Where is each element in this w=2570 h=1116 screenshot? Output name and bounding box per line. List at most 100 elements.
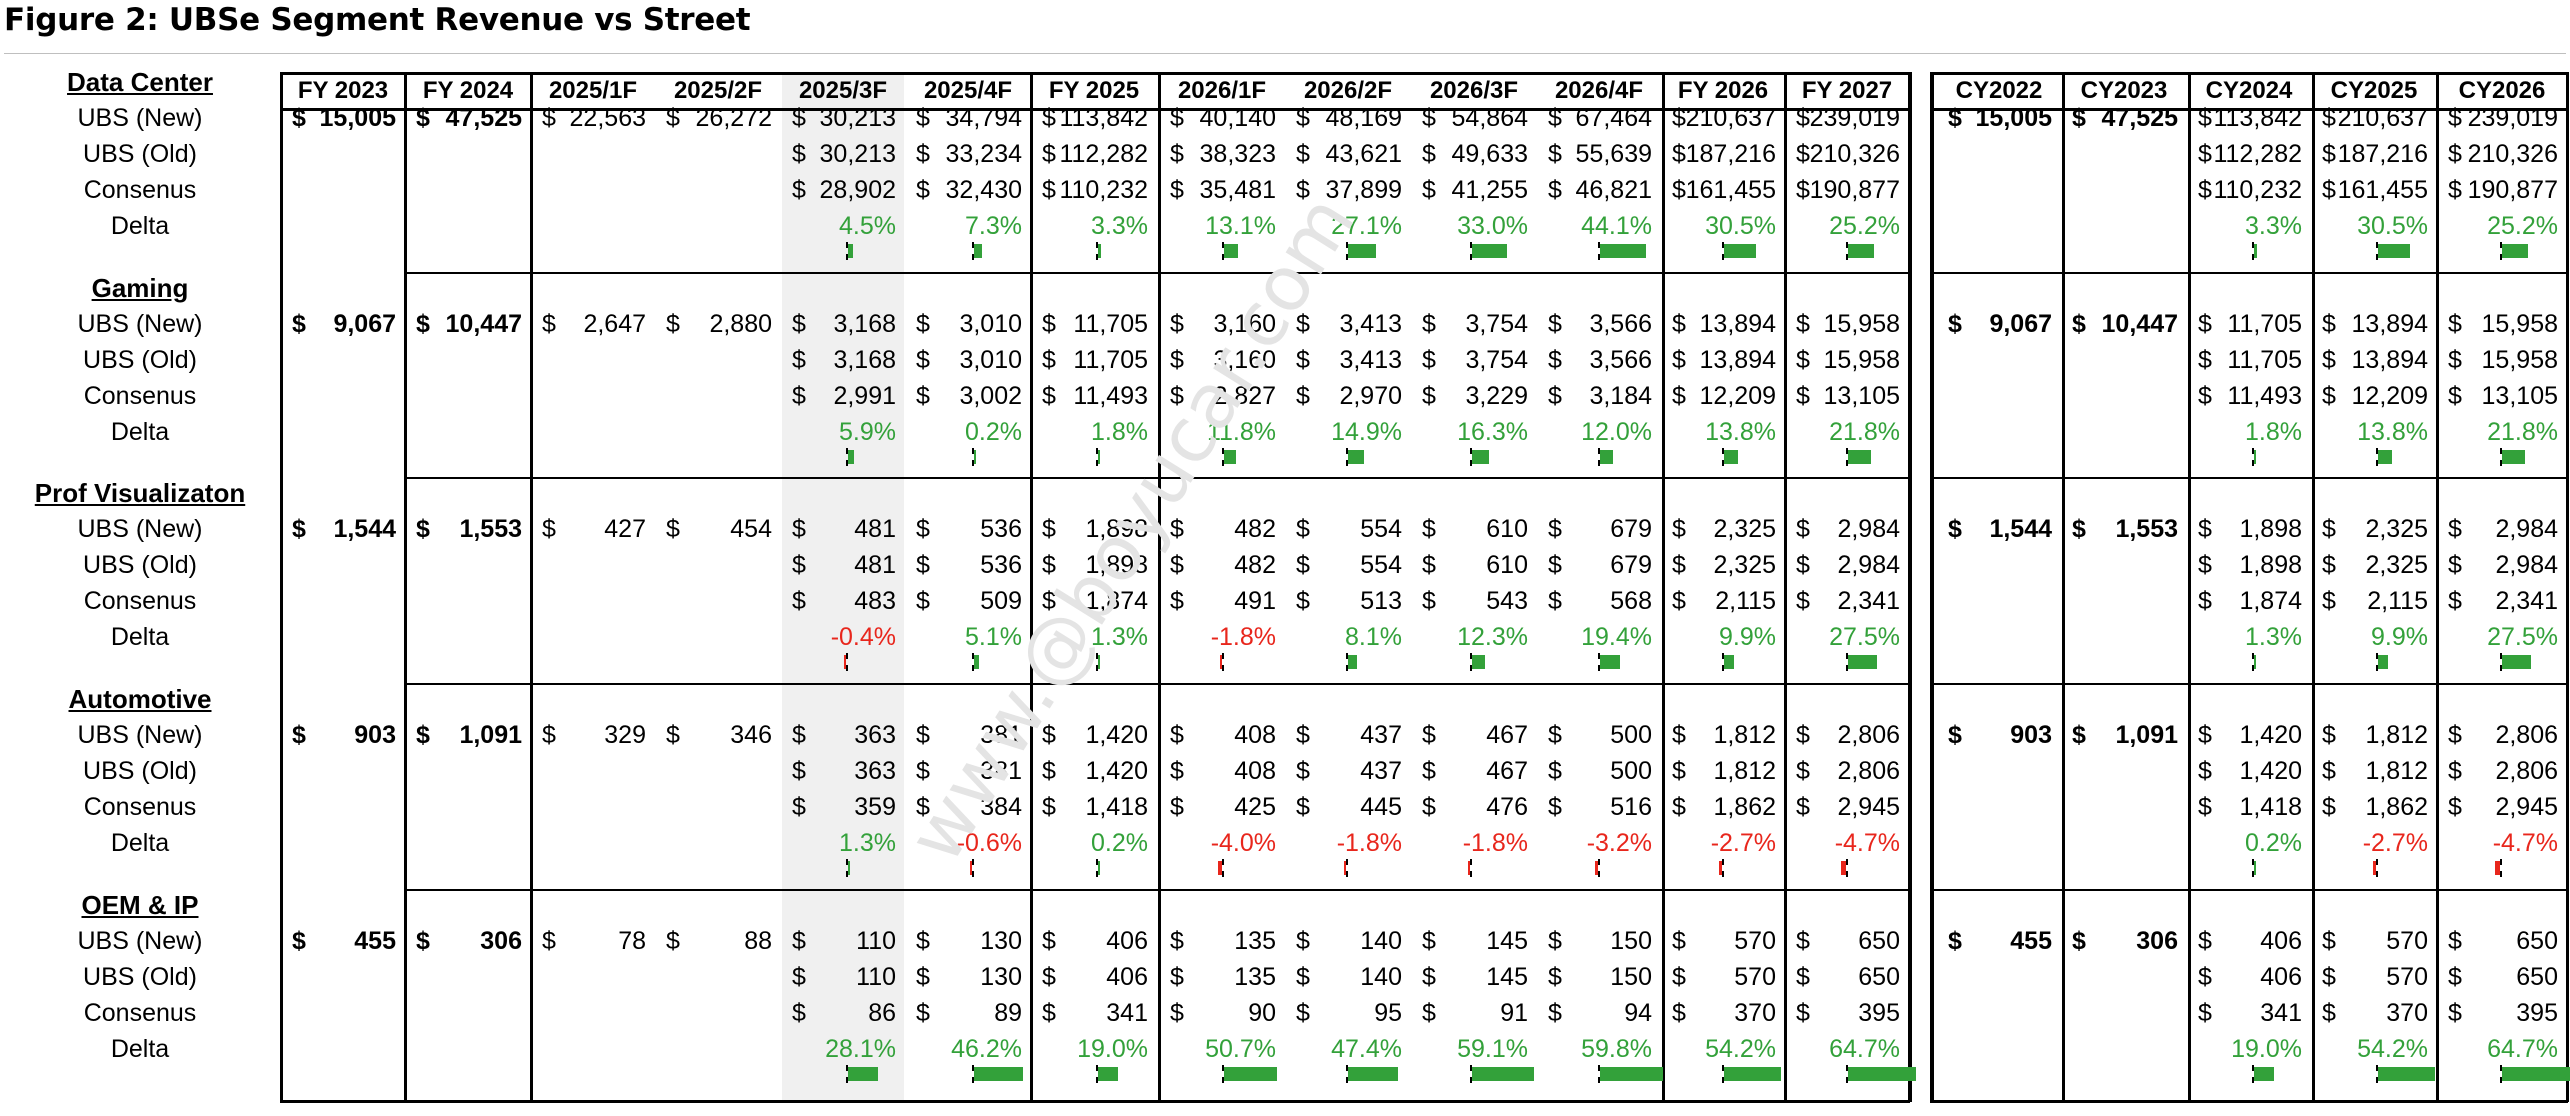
value-number: 67,464	[1575, 104, 1652, 132]
value-cell: $408	[1170, 719, 1276, 751]
value-cell: $210,326	[2448, 138, 2558, 170]
value-number: 130	[980, 963, 1022, 991]
currency-symbol: $	[2448, 382, 2462, 410]
column-rule	[2312, 72, 2315, 1102]
value-number: 2,984	[1837, 551, 1900, 579]
currency-symbol: $	[2198, 551, 2212, 579]
column-header: 2026/2F	[1303, 77, 1393, 104]
delta-bar-axis	[2252, 859, 2254, 877]
delta-bar	[2495, 861, 2500, 875]
value-number: 145	[1486, 963, 1528, 991]
delta-bar	[848, 1067, 878, 1081]
delta-bar	[2378, 1067, 2435, 1081]
value-cell: $140	[1296, 925, 1402, 957]
delta-bar-axis	[1346, 859, 1348, 877]
delta-bar	[970, 861, 972, 875]
value-number: 161,455	[2337, 176, 2428, 204]
value-number: 467	[1486, 757, 1528, 785]
segment-rule	[406, 683, 1910, 685]
value-number: 384	[980, 793, 1022, 821]
value-number: 903	[2010, 721, 2052, 749]
value-number: 406	[1106, 927, 1148, 955]
value-number: 1,420	[1085, 721, 1148, 749]
currency-symbol: $	[292, 515, 306, 543]
currency-symbol: $	[1796, 104, 1810, 132]
value-cell: $1,898	[1042, 549, 1148, 581]
currency-symbol: $	[416, 104, 430, 132]
currency-symbol: $	[1042, 382, 1056, 410]
value-number: 239,019	[2467, 104, 2558, 132]
delta-bar-axis	[2500, 448, 2502, 466]
currency-symbol: $	[2448, 721, 2462, 749]
value-number: 454	[730, 515, 772, 543]
column-header: 2026/1F	[1177, 77, 1267, 104]
segment-name: Prof Visualizaton	[34, 478, 246, 508]
value-cell: $3,566	[1548, 308, 1652, 340]
value-number: 11,493	[1073, 382, 1148, 410]
delta-bar	[1724, 450, 1739, 464]
currency-symbol: $	[1548, 140, 1562, 168]
value-cell: $363	[792, 719, 896, 751]
currency-symbol: $	[2072, 310, 2086, 338]
value-number: 28,902	[819, 176, 896, 204]
delta-value: 19.0%	[1077, 1035, 1148, 1063]
value-number: 425	[1234, 793, 1276, 821]
currency-symbol: $	[1796, 515, 1810, 543]
row-label: UBS (New)	[77, 927, 203, 955]
value-number: 110	[856, 927, 896, 955]
value-cell: $88	[666, 925, 772, 957]
delta-bar-axis	[2500, 653, 2502, 671]
value-number: 1,418	[1085, 793, 1148, 821]
currency-symbol: $	[1170, 346, 1184, 374]
table-top-rule	[1930, 72, 2568, 75]
currency-symbol: $	[1672, 346, 1686, 374]
value-number: 13,894	[1699, 310, 1776, 338]
delta-bar	[1841, 861, 1846, 875]
delta-bar-axis	[1722, 1065, 1724, 1083]
delta-value: -1.8%	[1210, 623, 1276, 651]
value-cell: $381	[916, 755, 1022, 787]
delta-bar-axis	[1096, 1065, 1098, 1083]
value-number: 570	[1734, 927, 1776, 955]
value-number: 13,894	[2351, 346, 2428, 374]
value-number: 1,812	[2365, 721, 2428, 749]
value-cell: $1,544	[292, 513, 396, 545]
currency-symbol: $	[1170, 927, 1184, 955]
currency-symbol: $	[1672, 382, 1686, 410]
currency-symbol: $	[1422, 176, 1436, 204]
value-number: 2,115	[1715, 587, 1776, 615]
value-cell: $483	[792, 585, 896, 617]
value-cell: $46,821	[1548, 174, 1652, 206]
currency-symbol: $	[1296, 346, 1310, 374]
value-cell: $15,958	[1796, 344, 1900, 376]
delta-bar-axis	[846, 1065, 848, 1083]
value-cell: $3,413	[1296, 308, 1402, 340]
value-number: 370	[1734, 999, 1776, 1027]
value-cell: $49,633	[1422, 138, 1528, 170]
delta-value: 3.3%	[1091, 212, 1148, 240]
currency-symbol: $	[1422, 757, 1436, 785]
delta-value: 1.8%	[1091, 418, 1148, 446]
value-cell: $95	[1296, 997, 1402, 1029]
delta-bar-axis	[1722, 653, 1724, 671]
currency-symbol: $	[1422, 346, 1436, 374]
currency-symbol: $	[1548, 310, 1562, 338]
value-cell: $482	[1170, 513, 1276, 545]
delta-bar-axis	[1846, 448, 1848, 466]
currency-symbol: $	[1548, 515, 1562, 543]
column-rule	[280, 72, 283, 1102]
value-cell: $903	[1948, 719, 2052, 751]
currency-symbol: $	[1170, 721, 1184, 749]
value-cell: $2,325	[1672, 513, 1776, 545]
value-number: 3,168	[833, 346, 896, 374]
currency-symbol: $	[1796, 793, 1810, 821]
value-cell: $2,984	[1796, 549, 1900, 581]
currency-symbol: $	[1422, 104, 1436, 132]
value-cell: $2,341	[2448, 585, 2558, 617]
value-cell: $47,525	[2072, 102, 2178, 134]
delta-bar	[1719, 861, 1722, 875]
currency-symbol: $	[916, 346, 930, 374]
row-label: UBS (New)	[77, 310, 203, 338]
value-cell: $1,812	[1672, 719, 1776, 751]
delta-value: 30.5%	[1705, 212, 1776, 240]
